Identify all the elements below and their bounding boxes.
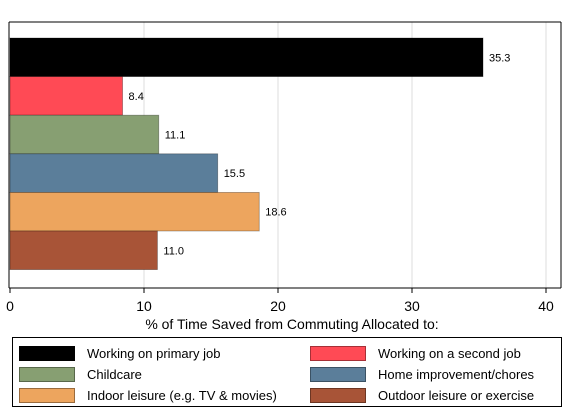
x-tick-label-2: 20 xyxy=(270,298,286,314)
legend-label-4: Home improvement/chores xyxy=(378,366,535,382)
legend-swatch-6 xyxy=(310,387,366,403)
bar-value-label-4: 15.5 xyxy=(224,168,245,180)
bar-value-label-5: 18.6 xyxy=(265,207,286,219)
legend-label-6: Outdoor leisure or exercise xyxy=(378,387,535,403)
legend-label-3: Childcare xyxy=(87,366,142,382)
legend-item-1: Working on primary job xyxy=(19,344,220,362)
legend-item-2: Working on a second job xyxy=(310,344,521,362)
bar-value-label-2: 8.4 xyxy=(129,91,144,103)
legend-label-5: Indoor leisure (e.g. TV & movies) xyxy=(87,387,277,403)
bar-value-label-6: 11.0 xyxy=(163,245,184,257)
legend-item-3: Childcare xyxy=(19,365,142,383)
bar-3 xyxy=(9,114,160,155)
bar-value-label-1: 35.3 xyxy=(489,52,510,64)
legend-label-2: Working on a second job xyxy=(378,345,521,361)
x-tick-label-0: 0 xyxy=(6,298,14,314)
bar-value-label-3: 11.1 xyxy=(165,130,186,142)
bar-4 xyxy=(9,153,219,193)
x-axis-title: % of Time Saved from Commuting Allocated… xyxy=(145,316,438,332)
x-tick-label-3: 30 xyxy=(404,298,420,314)
legend: Working on primary job Working on a secon… xyxy=(12,337,562,407)
bar-2 xyxy=(9,76,123,116)
x-tick-label-4: 40 xyxy=(538,298,554,314)
legend-swatch-2 xyxy=(310,345,366,361)
legend-swatch-4 xyxy=(310,366,366,382)
bar-1 xyxy=(9,37,484,77)
legend-item-6: Outdoor leisure or exercise xyxy=(310,386,534,404)
legend-swatch-3 xyxy=(19,366,75,382)
legend-swatch-5 xyxy=(19,387,75,403)
legend-item-4: Home improvement/chores xyxy=(310,365,534,383)
bar-6 xyxy=(9,230,158,270)
x-tick-label-1: 10 xyxy=(136,298,152,314)
bar-5 xyxy=(9,191,260,232)
legend-swatch-1 xyxy=(19,345,75,361)
legend-label-1: Working on primary job xyxy=(87,345,221,361)
legend-item-5: Indoor leisure (e.g. TV & movies) xyxy=(19,386,277,404)
